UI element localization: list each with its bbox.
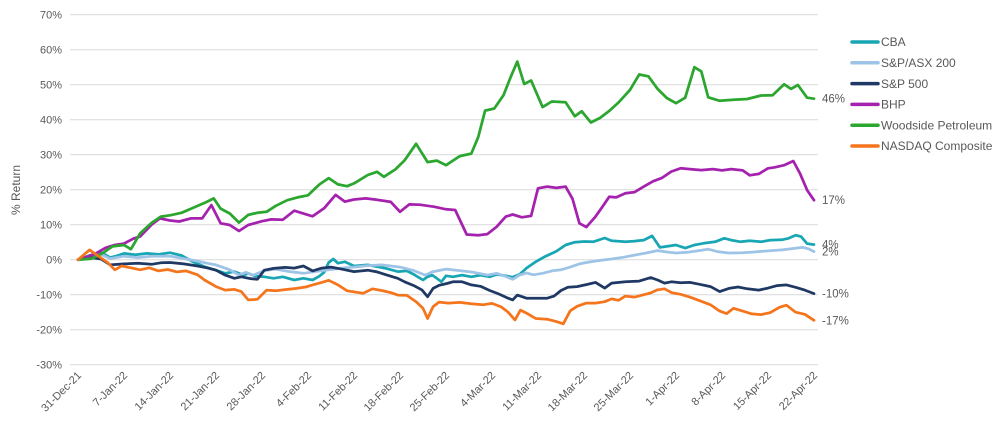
legend-label-cba: CBA (881, 35, 906, 49)
y-axis-tick-label: 60% (40, 45, 62, 57)
y-axis-title: % Return (9, 165, 23, 215)
series-line-woodside-petroleum (76, 60, 816, 262)
legend-label-bhp: BHP (881, 98, 906, 112)
legend-label-nasdaq-composite: NASDAQ Composite (881, 139, 993, 153)
x-axis-tick-label: 14-Jan-22 (133, 370, 177, 414)
x-axis-tick-label: 18-Feb-22 (362, 370, 406, 414)
x-axis-tick-label: 22-Apr-22 (777, 370, 820, 413)
y-axis-tick-label: -30% (36, 360, 62, 372)
series-end-label-bhp: 17% (822, 195, 845, 207)
y-axis-tick-label: 50% (40, 80, 62, 92)
series-line-cba (76, 233, 816, 284)
y-axis-tick-label: 40% (40, 115, 62, 127)
y-axis-tick-label: 10% (40, 220, 62, 232)
y-axis-tick-label: 30% (40, 150, 62, 162)
x-axis-tick-label: 11-Feb-22 (316, 370, 360, 414)
x-axis-tick-label: 15-Apr-22 (731, 370, 774, 413)
series-line-bhp (76, 159, 816, 262)
series-line-nasdaq-composite (76, 248, 816, 326)
x-axis-tick-label: 4-Mar-22 (458, 370, 498, 410)
legend-label-woodside-petroleum: Woodside Petroleum (881, 118, 992, 132)
x-axis-tick-label: 8-Apr-22 (689, 370, 728, 409)
legend-label-s-p-asx-200: S&P/ASX 200 (881, 56, 956, 70)
series-end-label-s-p-asx-200: 2% (822, 247, 839, 259)
x-axis-tick-label: 7-Jan-22 (91, 370, 130, 409)
x-axis-tick-label: 25-Feb-22 (408, 370, 452, 414)
y-axis-tick-label: 0% (46, 255, 62, 267)
legend-label-s-p-500: S&P 500 (881, 77, 928, 91)
x-axis-tick-label: 21-Jan-22 (179, 370, 223, 414)
x-axis-tick-label: 25-Mar-22 (592, 370, 636, 414)
x-axis-tick-label: 4-Feb-22 (274, 370, 314, 410)
series-end-label-woodside-petroleum: 46% (822, 94, 845, 106)
x-axis-tick-label: 18-Mar-22 (546, 370, 590, 414)
x-axis-tick-label: 31-Dec-21 (39, 370, 84, 415)
y-axis-tick-label: -20% (36, 325, 62, 337)
series-line-s-p-500 (76, 256, 816, 302)
series-end-label-cba: 4% (822, 240, 839, 252)
series-line-s-p-asx-200 (76, 246, 816, 281)
series-end-label-nasdaq-composite: -17% (822, 315, 849, 327)
y-axis-tick-label: -10% (36, 290, 62, 302)
y-axis-tick-label: 70% (40, 10, 62, 22)
series-end-label-s-p-500: -10% (822, 289, 849, 301)
x-axis-tick-label: 1-Apr-22 (643, 370, 682, 409)
y-axis-tick-label: 20% (40, 185, 62, 197)
x-axis-tick-label: 11-Mar-22 (500, 370, 544, 414)
x-axis-tick-label: 28-Jan-22 (225, 370, 269, 414)
